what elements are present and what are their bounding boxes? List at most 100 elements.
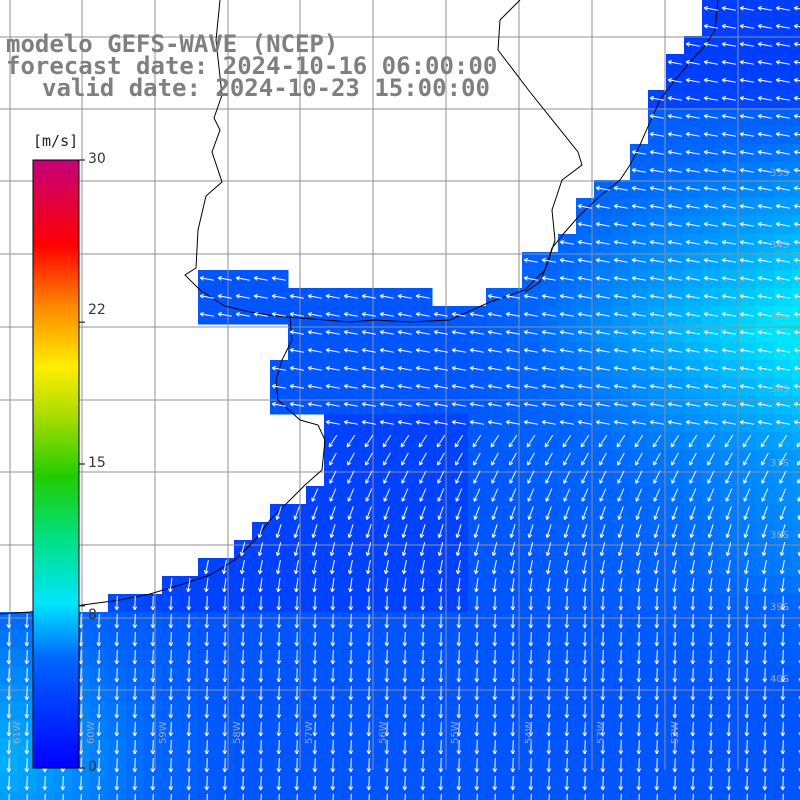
wind-arrow: [635, 524, 642, 539]
wind-arrow: [114, 631, 120, 647]
wind-arrow: [276, 667, 282, 683]
wind-arrow: [80, 793, 82, 800]
wind-arrow: [379, 330, 394, 335]
wind-arrow: [132, 775, 138, 791]
wind-arrow: [419, 560, 425, 575]
wind-arrow: [672, 613, 678, 629]
wind-arrow: [469, 384, 484, 389]
wind-arrow: [692, 793, 694, 800]
wind-arrow: [325, 330, 340, 335]
wind-arrow: [402, 649, 408, 665]
wind-arrow: [6, 739, 12, 755]
wind-arrow: [402, 631, 408, 647]
wind-arrow: [217, 294, 232, 299]
wind-arrow: [793, 150, 800, 155]
wind-arrow: [312, 703, 318, 719]
wind-arrow: [617, 452, 625, 466]
wind-arrow: [757, 24, 772, 29]
wind-arrow: [617, 524, 624, 539]
wind-arrow: [455, 560, 461, 575]
wind-arrow: [419, 524, 426, 539]
wind-arrow: [6, 757, 12, 773]
wind-arrow: [311, 488, 319, 502]
wind-arrow: [654, 775, 660, 791]
wind-arrow: [667, 132, 682, 137]
wind-arrow: [649, 384, 664, 389]
wind-arrow: [703, 132, 718, 137]
wind-arrow: [703, 294, 718, 299]
wind-arrow: [744, 613, 750, 629]
wind-arrow: [779, 560, 785, 575]
wind-arrow: [721, 168, 736, 173]
wind-arrow: [222, 649, 228, 665]
wind-arrow: [757, 240, 772, 245]
wind-arrow: [487, 348, 502, 353]
wind-arrow: [451, 312, 466, 317]
wind-arrow: [617, 488, 625, 502]
wind-arrow: [314, 793, 316, 800]
wind-arrow: [649, 258, 664, 263]
wind-arrow: [757, 366, 772, 371]
wind-arrow: [559, 330, 574, 335]
wind-speed-cell: [792, 522, 800, 541]
wind-arrow: [397, 366, 412, 371]
wind-arrow: [383, 488, 391, 502]
wind-arrow: [638, 793, 640, 800]
wind-arrow: [505, 312, 520, 317]
wind-arrow: [546, 631, 552, 647]
wind-arrow: [780, 721, 786, 737]
wind-arrow: [401, 452, 409, 466]
wind-arrow: [383, 524, 390, 539]
wind-arrow: [114, 595, 120, 611]
wind-arrow: [743, 542, 750, 557]
wind-arrow: [743, 452, 751, 466]
wind-speed-cell: [792, 648, 800, 667]
wind-arrow: [793, 24, 800, 29]
wind-arrow: [757, 150, 772, 155]
wind-arrow: [577, 240, 592, 245]
wind-arrow: [312, 595, 318, 611]
wind-arrow: [312, 613, 318, 629]
wind-arrow: [577, 294, 592, 299]
latitude-label: 34S: [770, 240, 790, 251]
wind-arrow: [721, 312, 736, 317]
wind-arrow: [491, 524, 498, 539]
wind-arrow: [654, 739, 660, 755]
colorbar-unit: [m/s]: [33, 132, 79, 150]
wind-arrow: [510, 613, 516, 629]
wind-arrow: [96, 703, 102, 719]
wind-arrow: [222, 703, 228, 719]
wind-arrow: [721, 240, 736, 245]
wind-arrow: [6, 667, 12, 683]
wind-arrow: [559, 384, 574, 389]
wind-arrow: [420, 703, 426, 719]
longitude-label: 57W: [304, 721, 315, 744]
wind-arrow: [739, 42, 754, 47]
wind-arrow: [721, 420, 736, 425]
wind-arrow: [6, 631, 12, 647]
wind-arrow: [510, 703, 516, 719]
wind-arrow: [631, 258, 646, 263]
wind-arrow: [330, 775, 336, 791]
wind-arrow: [744, 595, 750, 611]
wind-arrow: [455, 452, 463, 466]
wind-arrow: [505, 366, 520, 371]
wind-arrow: [150, 595, 156, 611]
wind-arrow: [602, 793, 604, 800]
wind-arrow: [779, 452, 787, 466]
wind-arrow: [384, 667, 390, 683]
wind-arrow: [204, 631, 210, 647]
wind-arrow: [509, 524, 516, 539]
wind-arrow: [419, 452, 427, 466]
wind-arrow: [168, 631, 174, 647]
wind-arrow: [383, 542, 390, 557]
wind-arrow: [793, 258, 800, 263]
wind-arrow: [365, 524, 372, 539]
wind-arrow: [311, 506, 318, 520]
wind-arrow: [703, 42, 718, 47]
wind-arrow: [613, 186, 628, 191]
wind-arrow: [384, 613, 390, 629]
wind-arrow: [526, 434, 536, 448]
wind-arrow: [343, 420, 358, 425]
wind-arrow: [346, 434, 356, 448]
